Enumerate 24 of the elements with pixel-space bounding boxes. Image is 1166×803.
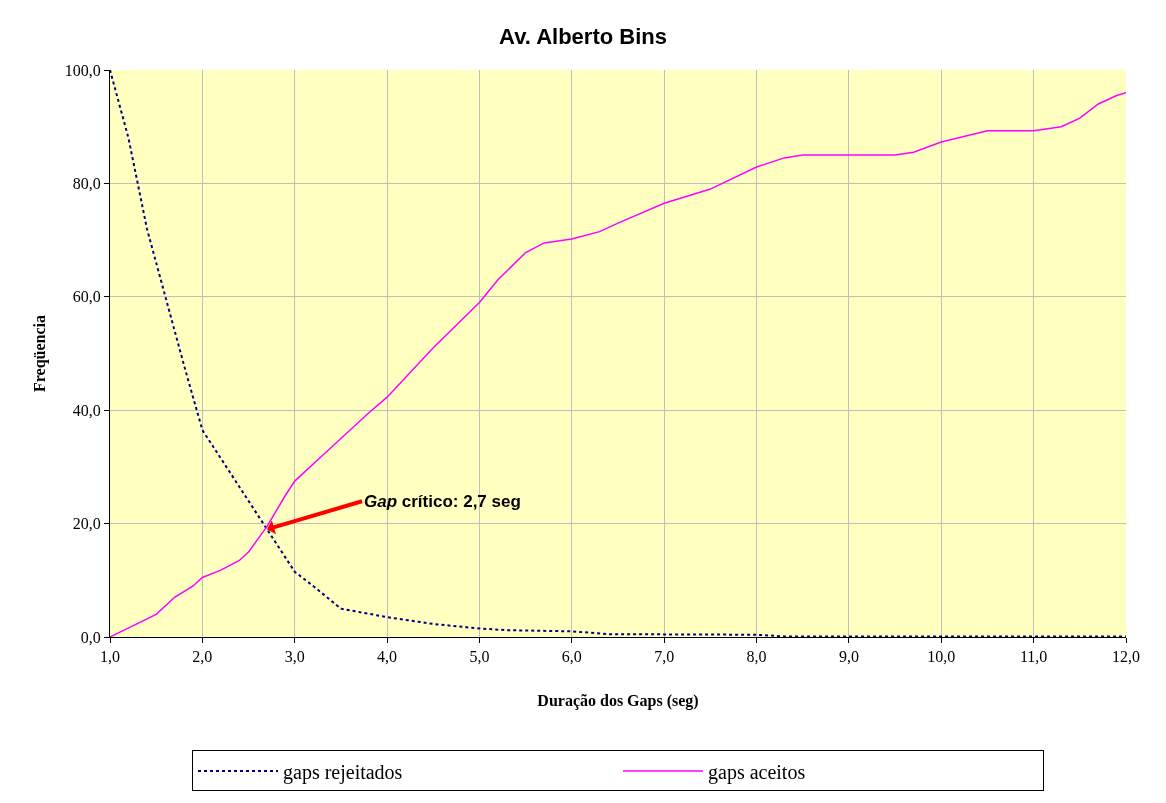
y-axis-title: Freqüencia	[30, 314, 49, 393]
x-tick-label: 6,0	[561, 648, 582, 666]
x-axis-title: Duração dos Gaps (seg)	[537, 691, 699, 710]
y-tick-label: 20,0	[72, 515, 101, 533]
x-tick-label: 7,0	[654, 648, 675, 666]
chart-title: Av. Alberto Bins	[499, 23, 667, 49]
legend-label: gaps rejeitados	[283, 760, 403, 784]
x-tick-label: 9,0	[838, 648, 859, 666]
x-tick-label: 2,0	[192, 648, 213, 666]
y-tick-label: 60,0	[72, 288, 101, 306]
x-tick-label: 11,0	[1019, 648, 1048, 666]
x-tick-label: 3,0	[284, 648, 305, 666]
x-tick-label: 5,0	[469, 648, 490, 666]
x-tick-label: 8,0	[746, 648, 767, 666]
x-tick-label: 10,0	[927, 648, 956, 666]
y-tick-label: 80,0	[72, 175, 101, 192]
legend-label: gaps aceitos	[708, 760, 806, 784]
x-tick-label: 4,0	[377, 648, 398, 666]
annotation: Gap crítico: 2,7 seg	[364, 492, 521, 511]
y-tick-label: 0,0	[80, 628, 101, 646]
y-tick-label: 40,0	[72, 401, 101, 419]
x-tick-label: 12,0	[1112, 648, 1140, 666]
x-tick-label: 1,0	[100, 648, 120, 666]
y-tick-label: 100,0	[64, 61, 101, 79]
